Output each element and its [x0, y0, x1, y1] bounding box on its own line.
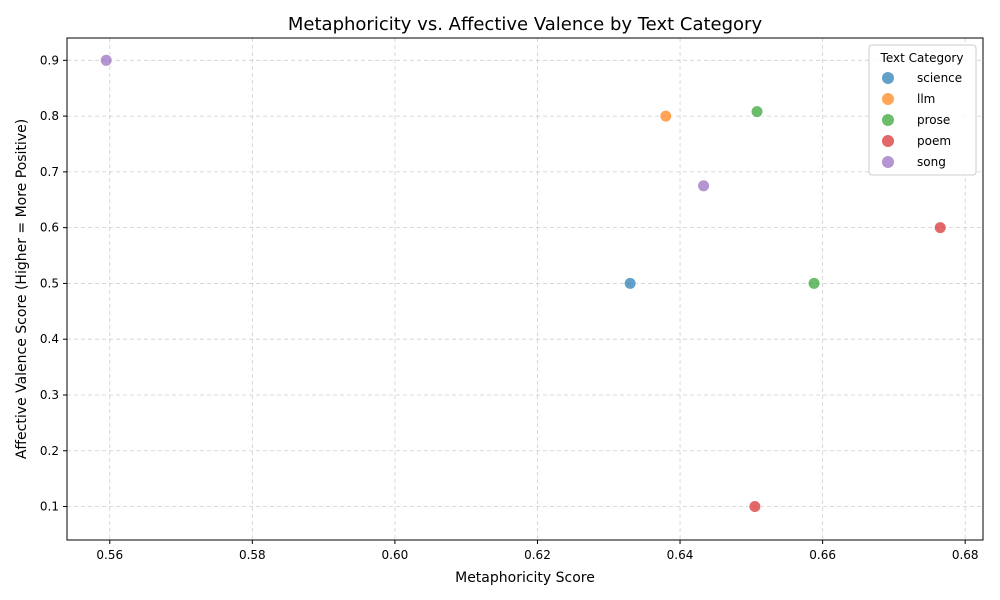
- legend-marker-llm: [882, 93, 894, 105]
- legend-label-poem: poem: [917, 134, 951, 148]
- y-tick-label: 0.7: [40, 165, 59, 179]
- x-tick-label: 0.56: [96, 548, 123, 562]
- y-tick-label: 0.5: [40, 276, 59, 290]
- y-tick-label: 0.3: [40, 388, 59, 402]
- chart-title: Metaphoricity vs. Affective Valence by T…: [288, 14, 763, 35]
- x-axis-ticks: 0.56 0.58 0.60 0.62 0.64 0.66 0.68: [96, 540, 979, 562]
- x-tick-label: 0.60: [382, 548, 409, 562]
- data-point-prose: [807, 276, 821, 290]
- grid-lines: [67, 38, 983, 540]
- data-point-poem: [933, 221, 947, 235]
- x-axis-label: Metaphoricity Score: [455, 570, 595, 586]
- plot-area-frame: [66, 37, 984, 541]
- legend-marker-song: [882, 156, 894, 168]
- y-tick-label: 0.2: [40, 444, 59, 458]
- legend-label-prose: prose: [917, 113, 950, 127]
- y-tick-label: 0.1: [40, 500, 59, 514]
- legend-marker-poem: [882, 135, 894, 147]
- legend-marker-prose: [882, 114, 894, 126]
- y-tick-label: 0.9: [40, 53, 59, 67]
- legend-items: science llm prose poem song: [882, 71, 962, 169]
- x-tick-label: 0.68: [952, 548, 979, 562]
- legend-label-science: science: [917, 71, 962, 85]
- data-point-prose: [750, 105, 764, 119]
- y-tick-label: 0.4: [40, 332, 59, 346]
- legend-marker-science: [882, 72, 894, 84]
- data-point-poem: [748, 500, 762, 514]
- x-tick-label: 0.62: [524, 548, 551, 562]
- y-axis-ticks: 0.1 0.2 0.3 0.4 0.5 0.6 0.7 0.8 0.9: [40, 53, 67, 514]
- data-point-song: [99, 53, 113, 67]
- legend: Text Category science llm prose poem song: [868, 44, 977, 176]
- data-point-llm: [659, 109, 673, 123]
- legend-title: Text Category: [880, 51, 964, 65]
- x-tick-label: 0.64: [667, 548, 694, 562]
- legend-label-llm: llm: [917, 92, 935, 106]
- legend-label-song: song: [917, 155, 946, 169]
- y-axis-label: Affective Valence Score (Higher = More P…: [14, 119, 30, 459]
- data-point-song: [697, 179, 711, 193]
- data-points: [99, 53, 947, 514]
- data-point-science: [623, 276, 637, 290]
- x-tick-label: 0.58: [239, 548, 266, 562]
- y-tick-label: 0.8: [40, 109, 59, 123]
- legend-box: [868, 44, 977, 176]
- y-tick-label: 0.6: [40, 221, 59, 235]
- x-tick-label: 0.66: [809, 548, 836, 562]
